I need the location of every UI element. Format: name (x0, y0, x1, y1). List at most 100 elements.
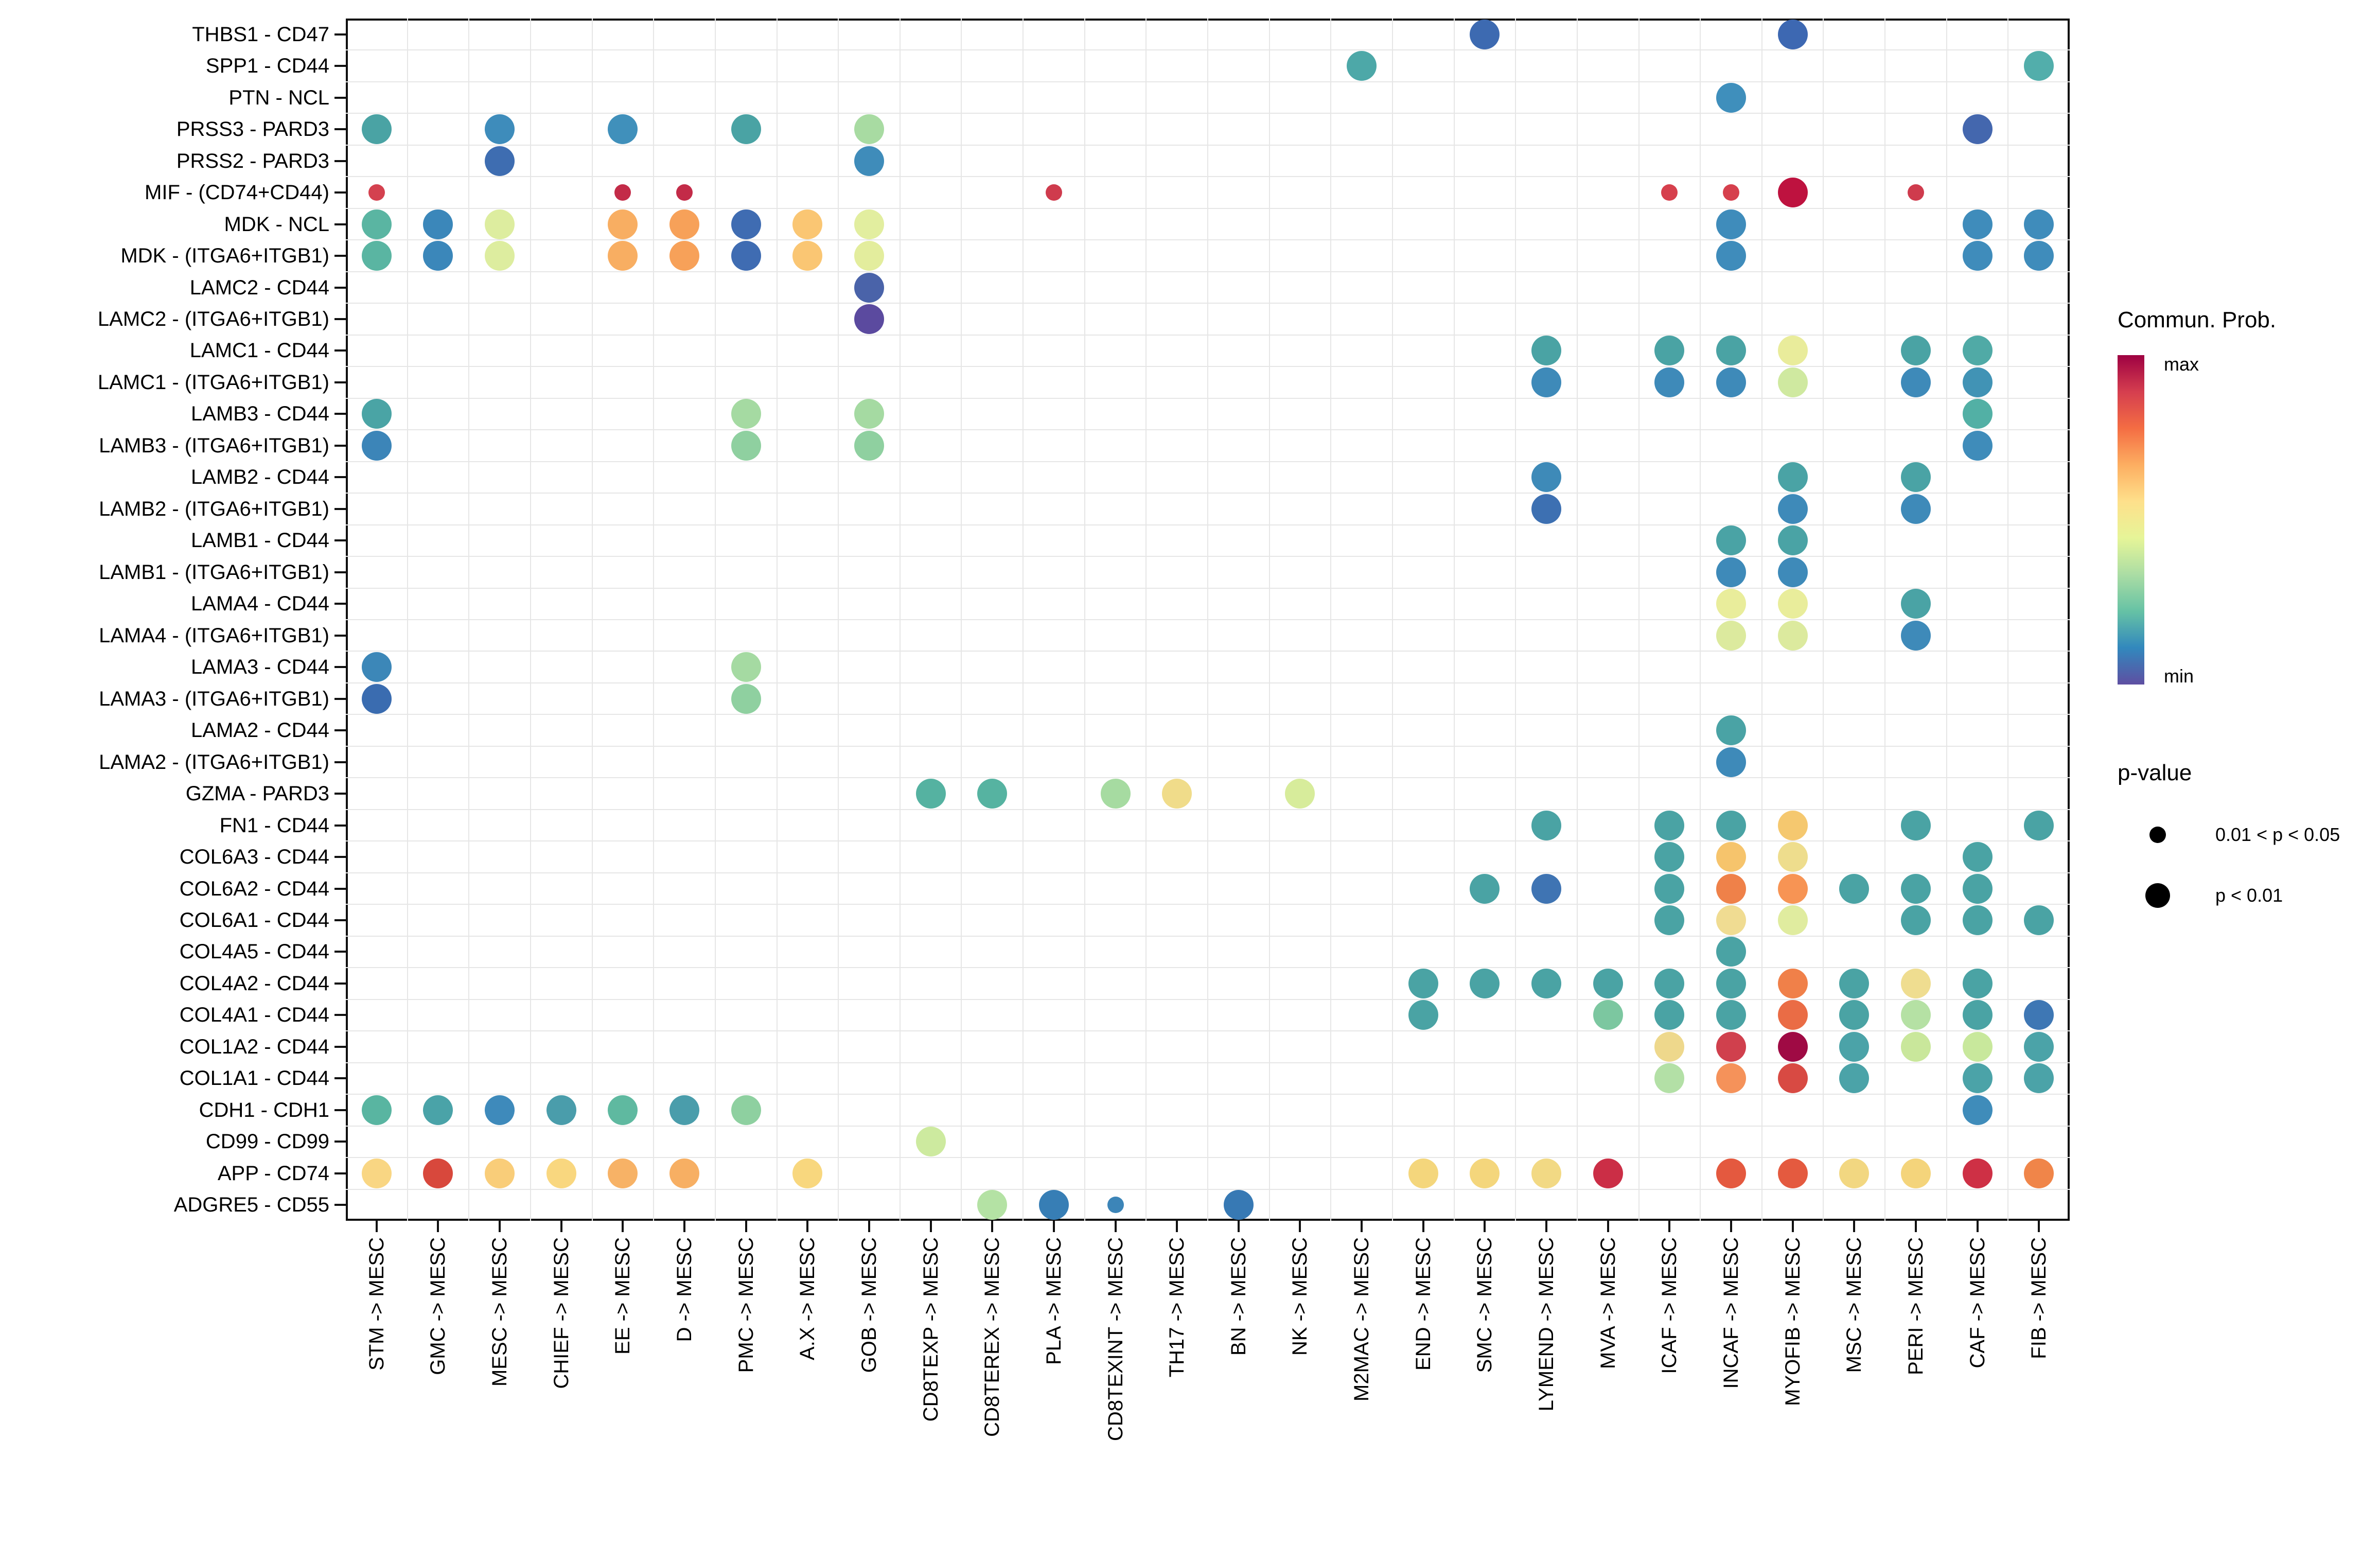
y-axis-label: COL4A2 - CD44 (179, 972, 329, 995)
y-axis-label: LAMB2 - (ITGA6+ITGB1) (99, 497, 329, 520)
x-axis-tick (1668, 1221, 1671, 1232)
data-point (2024, 1063, 2054, 1094)
x-axis-label: PMC -> MESC (734, 1237, 757, 1373)
data-point (1900, 494, 1931, 524)
x-axis-tick (375, 1221, 378, 1232)
data-point (1100, 779, 1131, 809)
gridline-horizontal (346, 1062, 2070, 1063)
data-point (1716, 1000, 1746, 1030)
x-axis-tick (1422, 1221, 1424, 1232)
data-point (1900, 462, 1931, 493)
x-axis-tick (499, 1221, 501, 1232)
y-axis-tick (334, 1014, 346, 1016)
data-point (608, 241, 638, 271)
data-point (1900, 1031, 1931, 1062)
gridline-horizontal (346, 745, 2070, 747)
data-point (1716, 1031, 1746, 1062)
data-point (1408, 968, 1438, 998)
data-point (1531, 873, 1562, 904)
x-axis-label: GMC -> MESC (427, 1237, 450, 1375)
y-axis-label: FN1 - CD44 (219, 814, 329, 837)
data-point (1654, 968, 1685, 998)
data-point (2024, 241, 2054, 271)
x-axis-label: CD8TEXP -> MESC (919, 1237, 942, 1422)
data-point (731, 430, 761, 461)
data-point (1654, 1000, 1685, 1030)
x-axis-tick (437, 1221, 439, 1232)
y-axis-label: LAMA2 - (ITGA6+ITGB1) (99, 750, 329, 774)
legend-large-dot-icon (2145, 883, 2170, 908)
data-point (1654, 842, 1685, 872)
gridline-horizontal (346, 998, 2070, 1000)
y-axis-tick (334, 128, 346, 131)
data-point (854, 241, 884, 271)
y-axis-tick (334, 856, 346, 858)
data-point (1654, 905, 1685, 935)
x-axis-tick (1545, 1221, 1548, 1232)
x-axis-tick (683, 1221, 686, 1232)
data-point (361, 241, 392, 271)
y-axis-label: LAMA3 - CD44 (191, 656, 329, 679)
gridline-horizontal (346, 429, 2070, 431)
data-point (1716, 525, 1746, 556)
data-point (1962, 114, 1993, 145)
y-axis-label: LAMC2 - (ITGA6+ITGB1) (97, 308, 329, 330)
gridline-horizontal (346, 556, 2070, 557)
data-point (2024, 905, 2054, 935)
y-axis-tick (334, 286, 346, 289)
y-axis-label: MIF - (CD74+CD44) (145, 181, 329, 204)
gridline-horizontal (346, 651, 2070, 652)
y-axis-tick (334, 1141, 346, 1143)
data-point (1531, 494, 1562, 524)
data-point (361, 430, 392, 461)
y-axis-tick (334, 697, 346, 700)
gridline-horizontal (346, 366, 2070, 367)
y-axis-tick (334, 603, 346, 605)
x-axis-tick (1484, 1221, 1486, 1232)
data-point (1777, 178, 1808, 208)
data-point (1962, 209, 1993, 239)
data-point (1470, 968, 1500, 998)
y-axis-label: COL6A1 - CD44 (179, 909, 329, 932)
data-point (361, 1158, 392, 1188)
data-point (1900, 336, 1931, 366)
data-point (1777, 968, 1808, 998)
x-axis-label: SMC -> MESC (1473, 1237, 1496, 1373)
data-point (669, 241, 700, 271)
data-point (546, 1158, 576, 1188)
data-point (1593, 1158, 1623, 1188)
gridline-horizontal (346, 1188, 2070, 1190)
data-point (608, 1095, 638, 1125)
data-point (1661, 184, 1678, 201)
y-axis-label: LAMA4 - CD44 (191, 592, 329, 616)
data-point (608, 209, 638, 239)
data-point (1716, 241, 1746, 271)
data-point (731, 652, 761, 682)
data-point (1962, 367, 1993, 397)
gridline-horizontal (346, 587, 2070, 589)
data-point (1716, 589, 1746, 619)
y-axis-tick (334, 1077, 346, 1080)
data-point (485, 1095, 515, 1125)
data-point (1900, 905, 1931, 935)
x-axis-label: MYOFIB -> MESC (1781, 1237, 1804, 1406)
x-axis-label: TH17 -> MESC (1166, 1237, 1189, 1378)
gridline-horizontal (346, 207, 2070, 209)
data-point (1900, 1000, 1931, 1030)
data-point (1962, 399, 1993, 429)
legend-large-dot-label: p < 0.01 (2215, 885, 2283, 906)
y-axis-label: COL4A1 - CD44 (179, 1004, 329, 1027)
y-axis-tick (334, 887, 346, 890)
data-point (1716, 82, 1746, 113)
x-axis-tick (622, 1221, 624, 1232)
x-axis-tick (868, 1221, 870, 1232)
data-point (854, 209, 884, 239)
x-axis-label: CHIEF -> MESC (550, 1237, 573, 1389)
data-point (1777, 1063, 1808, 1094)
x-axis-tick (1237, 1221, 1240, 1232)
data-point (1470, 1158, 1500, 1188)
gridline-horizontal (346, 1094, 2070, 1095)
y-axis-label: LAMA3 - (ITGA6+ITGB1) (99, 687, 329, 710)
y-axis-label: PRSS3 - PARD3 (176, 118, 329, 141)
gridline-horizontal (346, 493, 2070, 494)
